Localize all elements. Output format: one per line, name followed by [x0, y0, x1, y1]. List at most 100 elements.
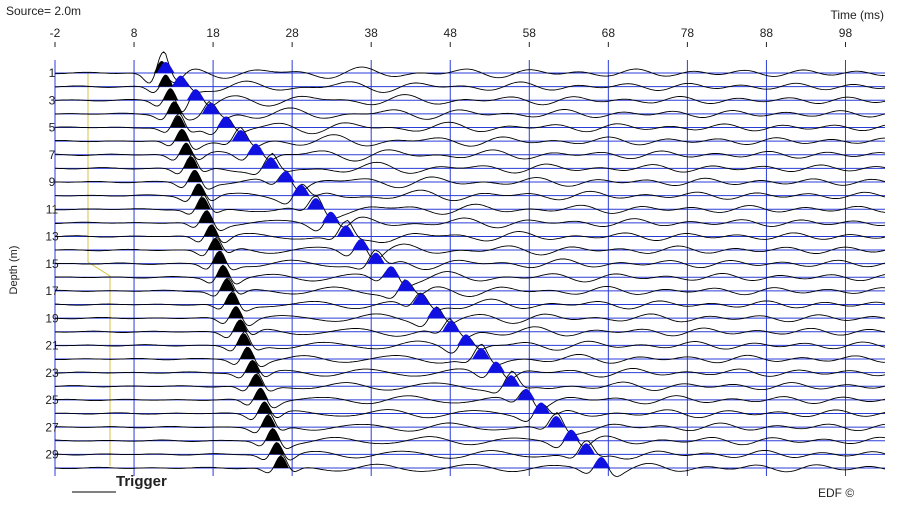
trace: [54, 370, 886, 394]
arrival-lobe: [166, 101, 183, 114]
x-tick-label: 98: [839, 26, 853, 40]
trace: [54, 219, 886, 244]
arrival-lobe: [170, 115, 187, 128]
arrival-lobe: [203, 224, 220, 237]
arrival-lobe: [261, 157, 280, 169]
arrival-lobe: [246, 143, 265, 155]
x-tick-label: 88: [760, 26, 774, 40]
arrival-lobe: [397, 279, 415, 291]
x-tick-label: 38: [365, 26, 379, 40]
arrival-lobe: [183, 156, 199, 169]
arrival-lobe: [228, 306, 244, 319]
y-tick-label: 27: [45, 420, 59, 434]
x-tick-label: 48: [444, 26, 458, 40]
arrival-lobe: [265, 428, 281, 441]
arrival-lobe: [517, 388, 535, 400]
arrival-lobe: [273, 456, 289, 468]
arrival-lobe: [292, 184, 310, 196]
trace: [55, 427, 886, 449]
trace: [54, 236, 886, 261]
trace: [54, 170, 886, 192]
arrival-lobe: [487, 361, 505, 373]
arrival-lobe: [201, 102, 220, 114]
y-tick-label: 19: [45, 311, 59, 325]
y-tick-label: 17: [45, 284, 59, 298]
arrival-lobe: [547, 416, 565, 428]
arrival-lobe: [244, 360, 261, 373]
arrival-lobe: [207, 238, 224, 251]
arrival-lobe: [502, 375, 520, 387]
arrival-lobe: [337, 225, 355, 237]
trace: [54, 388, 886, 411]
arrival-lobe: [231, 130, 250, 142]
arrival-lobe: [367, 252, 385, 264]
chart-title: Source= 2.0m: [6, 4, 81, 18]
y-axis-title: Depth (m): [8, 246, 20, 295]
y-tick-label: 21: [45, 339, 59, 353]
trace: [54, 343, 885, 368]
arrival-lobe: [211, 251, 228, 264]
arrival-lobe: [240, 347, 256, 360]
x-tick-label: 68: [602, 26, 616, 40]
arrival-lobe: [412, 293, 430, 305]
trace: [54, 152, 886, 175]
trace: [54, 249, 886, 271]
y-tick-label: 7: [49, 148, 56, 162]
arrival-lobe: [157, 74, 174, 87]
trace: [54, 359, 886, 380]
arrival-lobe: [232, 319, 248, 332]
arrival-lobe: [269, 442, 285, 455]
arrival-lobe: [195, 197, 211, 210]
credit: EDF ©: [818, 486, 854, 500]
y-tick-label: 9: [49, 175, 56, 189]
trace: [54, 317, 886, 339]
arrival-lobe: [382, 266, 400, 278]
x-tick-label: 78: [681, 26, 695, 40]
y-tick-label: 3: [49, 93, 56, 107]
y-tick-label: 5: [49, 121, 56, 135]
trace: [54, 411, 886, 436]
arrival-lobe: [186, 89, 205, 101]
trigger-marker: [87, 73, 111, 466]
trace: [54, 306, 886, 328]
trace: [55, 101, 886, 121]
arrival-lobe: [191, 183, 207, 196]
x-tick-label: 18: [206, 26, 220, 40]
arrival-lobe: [457, 334, 475, 346]
x-tick-label: 58: [523, 26, 537, 40]
y-tick-label: 25: [45, 393, 59, 407]
y-tick-label: 11: [46, 202, 59, 216]
arrival-lobe: [224, 292, 240, 305]
arrival-lobe: [248, 374, 265, 387]
arrival-lobe: [427, 307, 445, 319]
arrival-lobe: [260, 415, 277, 428]
trace: [55, 126, 886, 150]
arrival-lobe: [178, 142, 194, 155]
trace: [54, 112, 886, 136]
arrival-lobe: [592, 457, 611, 468]
arrival-lobe: [352, 239, 370, 251]
trace: [54, 290, 886, 312]
y-tick-label: 29: [45, 448, 59, 462]
x-axis-title: Time (ms): [830, 8, 884, 22]
y-tick-label: 15: [45, 257, 59, 271]
y-tick-label: 13: [45, 230, 59, 244]
arrival-lobe: [219, 278, 236, 291]
arrival-lobe: [256, 401, 273, 414]
arrival-lobe: [174, 129, 190, 142]
arrival-lobe: [162, 88, 179, 101]
arrival-lobe: [171, 75, 190, 87]
arrival-lobe: [156, 62, 175, 73]
arrival-lobe: [442, 320, 460, 332]
arrival-lobe: [562, 429, 580, 441]
arrival-lobe: [215, 265, 232, 278]
arrival-lobe: [322, 211, 340, 223]
x-tick-label: -2: [50, 26, 61, 40]
y-tick-label: 23: [45, 366, 59, 380]
arrival-lobe: [199, 210, 215, 223]
trace: [55, 210, 886, 232]
trace: [55, 51, 886, 84]
trace: [55, 277, 886, 299]
arrival-lobe: [577, 443, 596, 455]
